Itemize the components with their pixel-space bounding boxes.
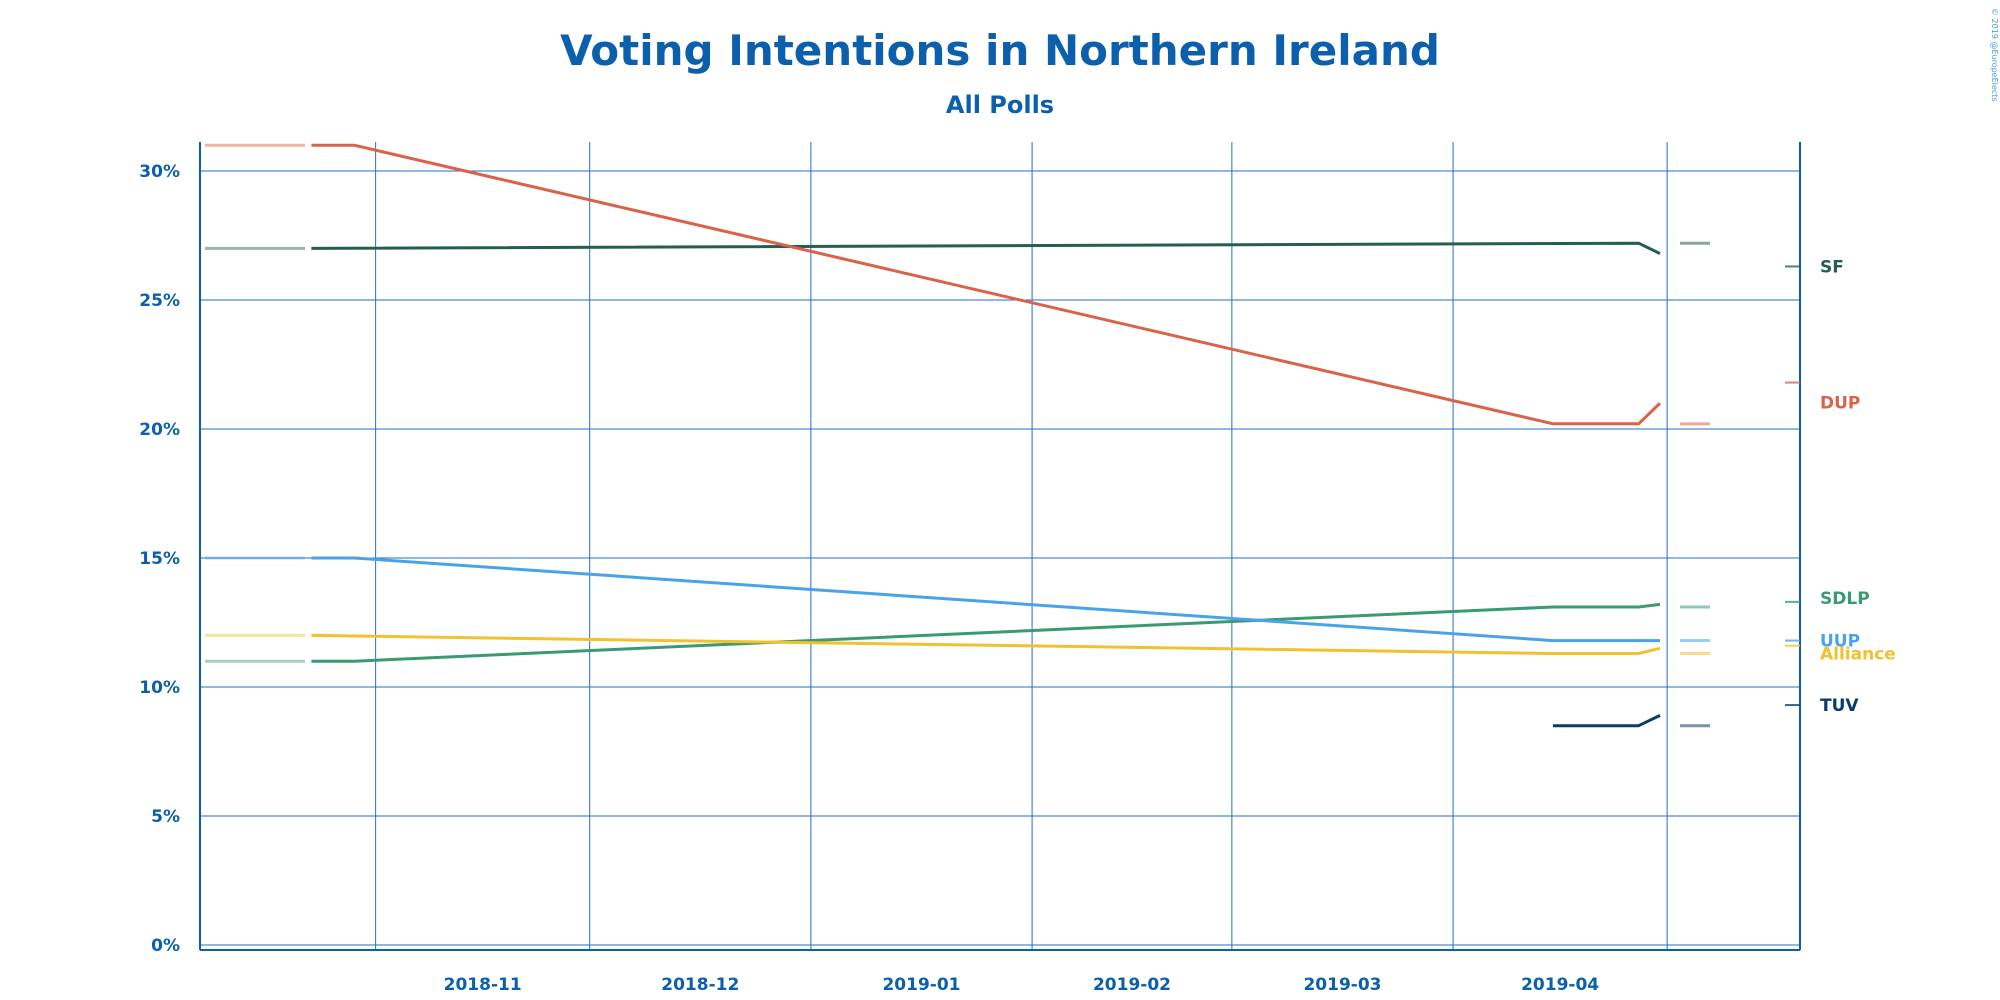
series-line-sf (311, 241, 1661, 255)
chart-subtitle: All Polls (946, 91, 1054, 119)
x-tick-label: 2019-03 (1303, 975, 1381, 995)
party-label-dup: DUP (1820, 394, 1860, 414)
y-tick-label: 10% (139, 678, 180, 698)
gridlines (200, 142, 1800, 950)
chart-title: Voting Intentions in Northern Ireland (560, 26, 1440, 75)
x-tick-label: 2019-01 (882, 975, 960, 995)
y-tick-label: 0% (151, 936, 180, 956)
y-tick-label: 20% (139, 420, 180, 440)
x-tick-label: 2019-04 (1521, 975, 1599, 995)
axes (199, 142, 1801, 951)
party-label-uup: UUP (1820, 632, 1860, 652)
series-line-sdlp (311, 602, 1661, 663)
x-tick-label: 2018-11 (444, 975, 522, 995)
x-tick-label: 2018-12 (661, 975, 739, 995)
y-axis-ticks: 0% 5% 10% 15% 20% 25% 30% (139, 162, 180, 956)
party-label-sdlp: SDLP (1820, 589, 1870, 609)
copyright-note: © 2019 @EuropeElects (1990, 8, 1999, 101)
y-tick-label: 25% (139, 291, 180, 311)
y-tick-label: 5% (151, 807, 180, 827)
series-line-tuv (1553, 714, 1661, 728)
series-lines (205, 143, 1800, 728)
y-tick-label: 30% (139, 162, 180, 182)
series-line-dup (311, 143, 1662, 426)
y-tick-label: 15% (139, 549, 180, 569)
x-axis-ticks: 2018-11 2018-12 2019-01 2019-02 2019-03 2019-… (444, 975, 1600, 995)
series-line-uup (311, 556, 1660, 643)
party-label-sf: SF (1820, 257, 1844, 277)
x-tick-label: 2019-02 (1093, 975, 1171, 995)
party-label-alliance: Alliance (1820, 645, 1896, 665)
party-label-tuv: TUV (1820, 696, 1859, 716)
series-line-alliance (311, 633, 1661, 655)
